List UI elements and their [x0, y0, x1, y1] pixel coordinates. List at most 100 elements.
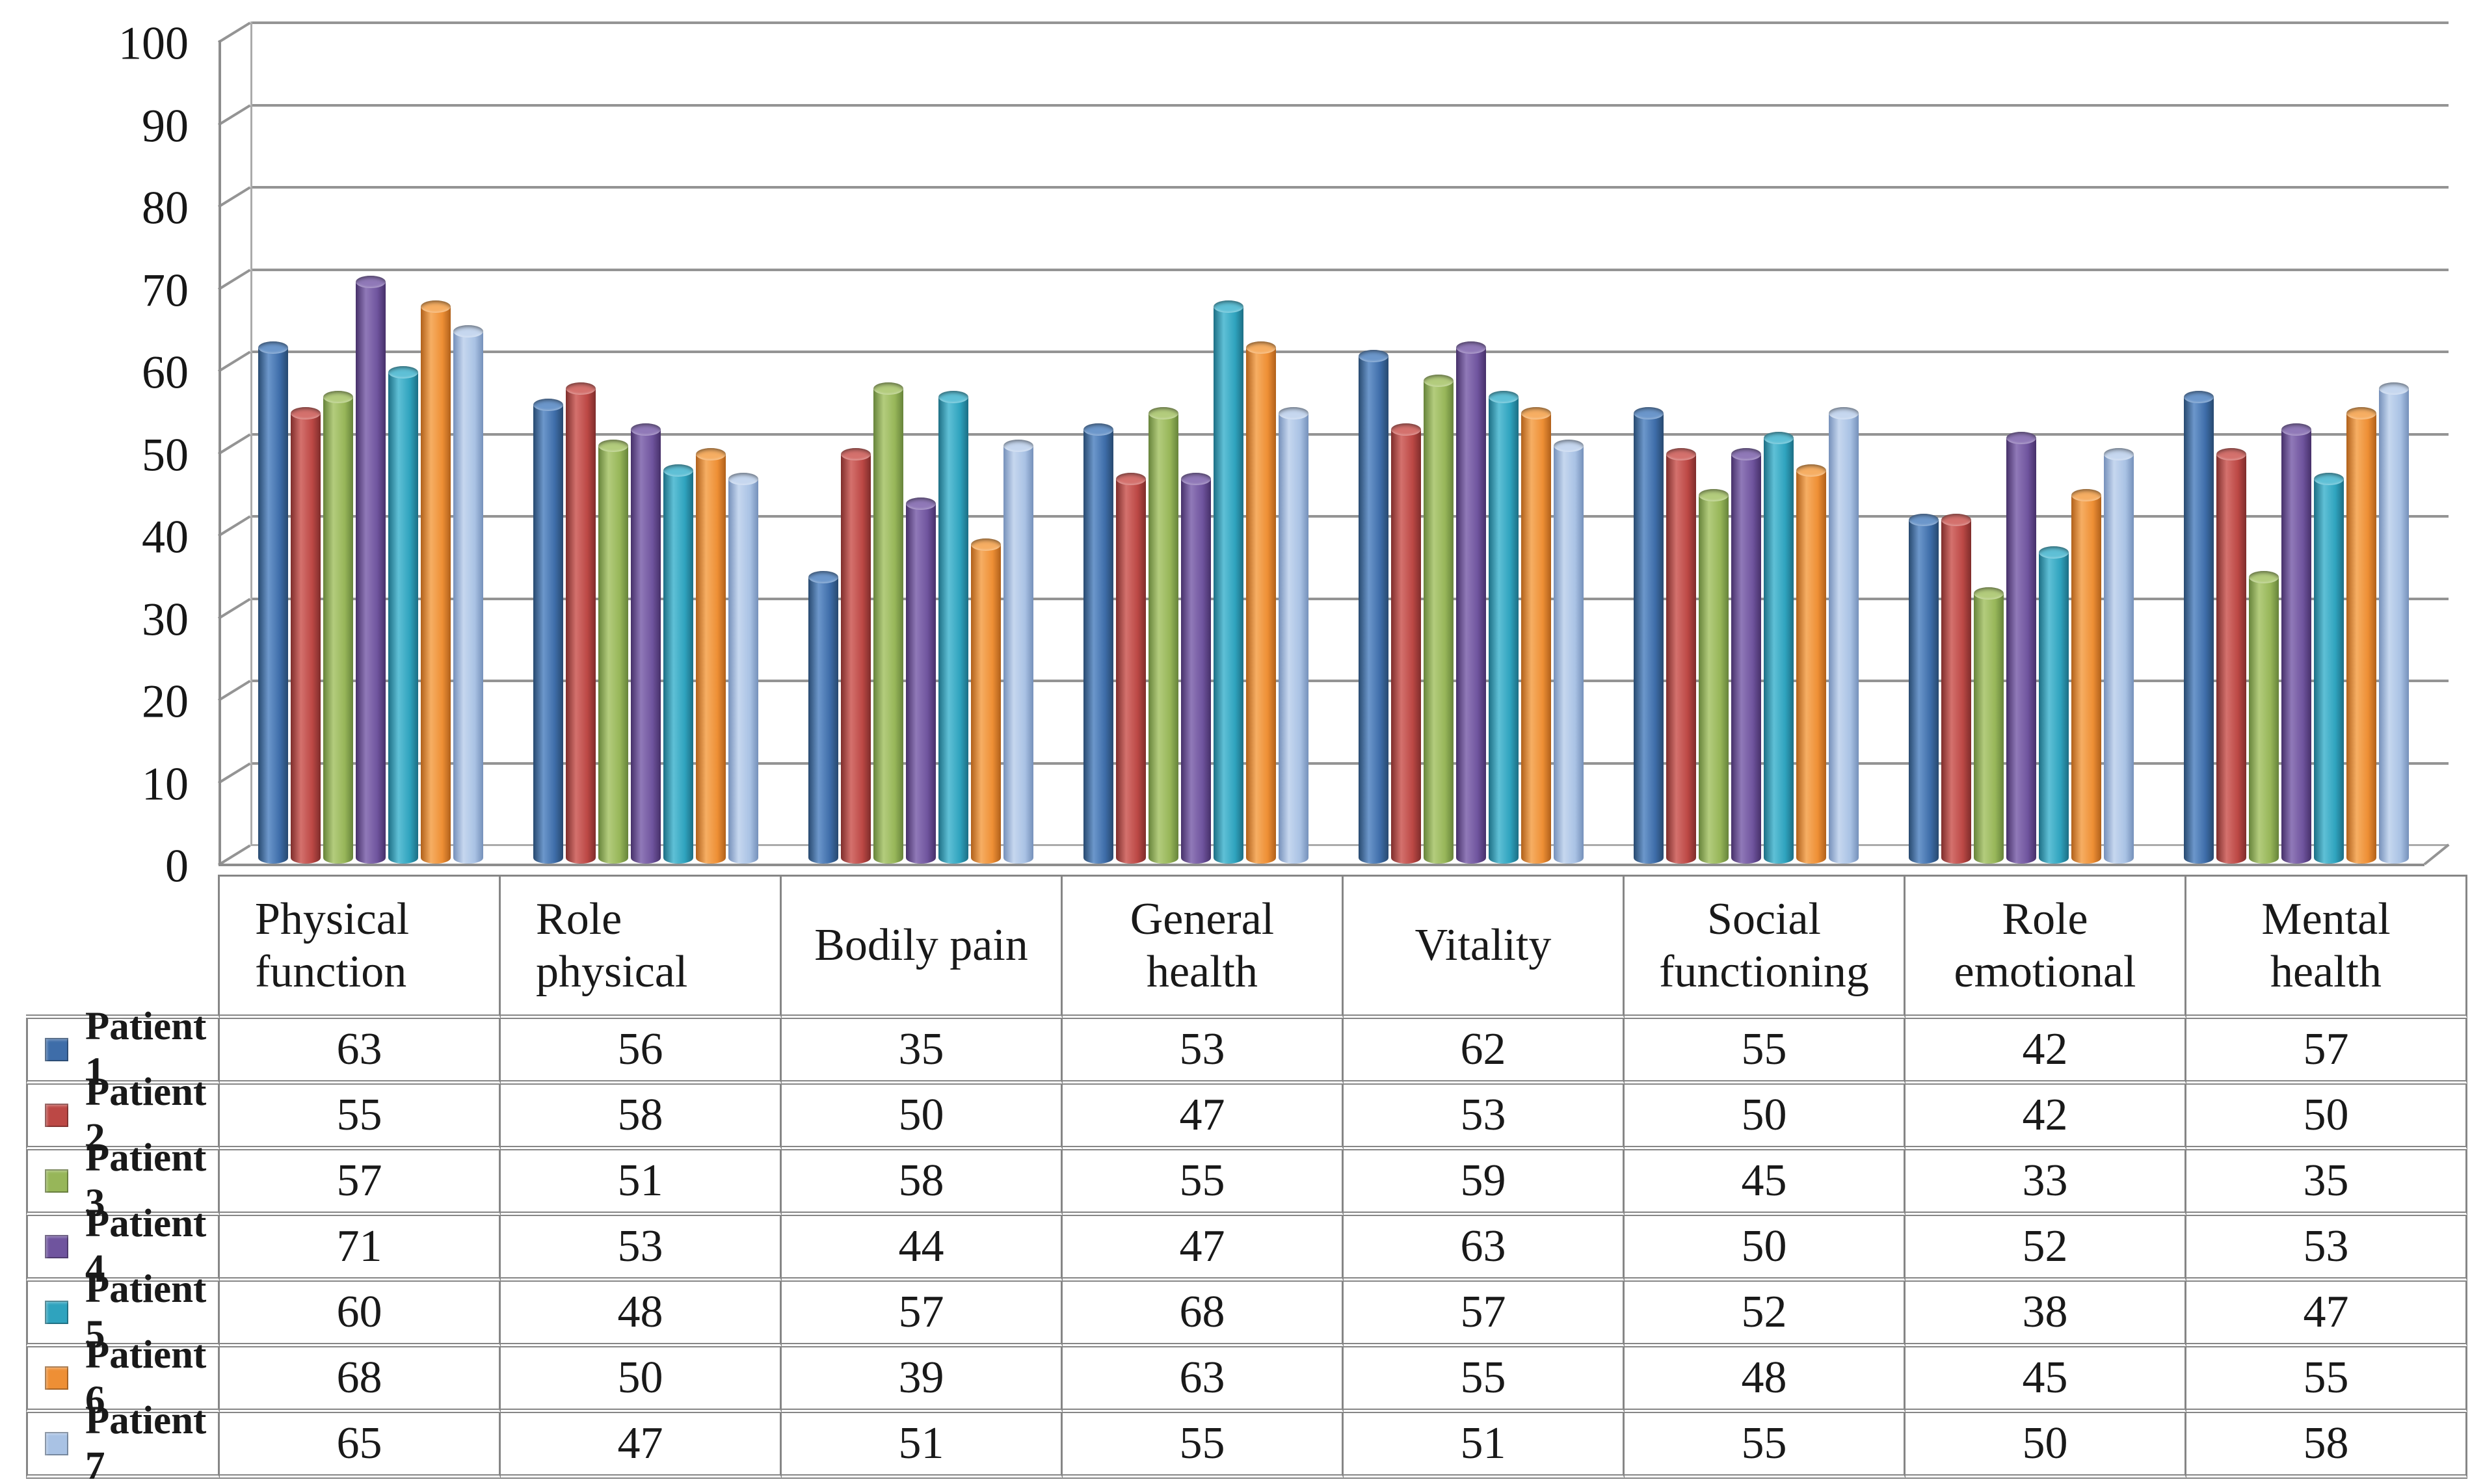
gridline: [250, 21, 2449, 24]
category-header-cell: Social functioning: [1625, 875, 1906, 1019]
value-cell: 47: [1063, 1216, 1344, 1282]
bar: [631, 423, 661, 864]
value-cell: 45: [1625, 1150, 1906, 1216]
bar-cap-icon: [696, 448, 726, 460]
bar: [1829, 407, 1859, 864]
bar-cap-icon: [323, 391, 353, 403]
bar-cap-icon: [1149, 407, 1178, 419]
bar-cap-icon: [1731, 448, 1761, 460]
value-cell: 44: [782, 1216, 1063, 1282]
bar: [1083, 423, 1113, 864]
bar-cap-icon: [2346, 407, 2376, 419]
bar: [1359, 350, 1388, 864]
data-table: Physical function Role physical Bodily pai…: [26, 875, 2467, 1484]
bar: [1391, 423, 1421, 864]
bar-cap-icon: [1764, 432, 1794, 444]
value-cell: 60: [220, 1282, 501, 1347]
bar-cap-icon: [1279, 407, 1308, 419]
y-axis-label: 0: [165, 840, 189, 892]
value-cell: 35: [782, 1019, 1063, 1085]
bar-cap-icon: [1634, 407, 1664, 419]
value-cell: 57: [782, 1282, 1063, 1347]
value-cell: 50: [2186, 1085, 2467, 1150]
bar: [2184, 391, 2214, 864]
bar: [696, 448, 726, 864]
value-cell: 55: [1625, 1019, 1906, 1085]
bar-cap-icon: [873, 382, 903, 395]
y-axis-label: 60: [142, 346, 189, 399]
value-cell: 53: [1344, 1085, 1625, 1150]
value-cell: 48: [501, 1282, 782, 1347]
y-axis-label: 10: [142, 758, 189, 810]
value-cell: 58: [782, 1150, 1063, 1216]
legend-cell: Patient 4: [26, 1202, 220, 1291]
value-cell: 55: [1063, 1413, 1344, 1479]
bar-cap-icon: [2006, 432, 2036, 444]
category-header-cell: General health: [1063, 875, 1344, 1019]
bar: [421, 300, 451, 864]
value-cell: 55: [1063, 1150, 1344, 1216]
bar: [1974, 587, 2004, 864]
table-corner-cell: [26, 875, 220, 1019]
value-cell: 50: [501, 1347, 782, 1413]
y-axis-label: 30: [142, 593, 189, 645]
bar-cap-icon: [1181, 473, 1211, 485]
legend-swatch-icon: [45, 1104, 68, 1127]
bar: [1796, 464, 1826, 864]
bar: [1424, 375, 1454, 864]
value-cell: 65: [220, 1413, 501, 1479]
bar-cap-icon: [631, 423, 661, 436]
y-axis-label: 100: [118, 17, 189, 70]
bar-cap-icon: [258, 341, 288, 354]
value-cell: 63: [1063, 1347, 1344, 1413]
y-axis-label: 90: [142, 99, 189, 152]
bar: [1699, 489, 1729, 864]
value-cell: 48: [1625, 1347, 1906, 1413]
axis-tick-3d: [217, 186, 251, 208]
bar-cap-icon: [841, 448, 871, 460]
legend-cell: Patient 1: [26, 1005, 220, 1094]
bar: [971, 538, 1001, 864]
bar: [258, 341, 288, 864]
bar: [2039, 546, 2069, 864]
patient-name: Patient 5: [85, 1267, 207, 1357]
value-cell: 59: [1344, 1150, 1625, 1216]
bar-cap-icon: [566, 382, 596, 395]
bar: [906, 497, 936, 864]
gridline: [250, 515, 2449, 518]
bar-cap-icon: [1456, 341, 1486, 354]
bar: [2249, 571, 2279, 864]
value-cell: 63: [220, 1019, 501, 1085]
value-cell: 55: [2186, 1347, 2467, 1413]
gridline: [250, 351, 2449, 353]
value-cell: 57: [2186, 1019, 2467, 1085]
value-cell: 62: [1344, 1019, 1625, 1085]
bar: [873, 382, 903, 864]
bar: [453, 325, 483, 864]
bar: [2071, 489, 2101, 864]
bar-cap-icon: [2314, 473, 2344, 485]
bar-cap-icon: [906, 497, 936, 510]
bar: [291, 407, 321, 864]
bar-cap-icon: [1829, 407, 1859, 419]
bar-cap-icon: [728, 473, 758, 485]
bar-cap-icon: [1521, 407, 1551, 419]
legend-swatch-icon: [45, 1235, 68, 1258]
category-header-cell: Bodily pain: [782, 875, 1063, 1019]
bar: [598, 440, 628, 864]
value-cell: 53: [501, 1216, 782, 1282]
bar: [1116, 473, 1146, 864]
gridline: [250, 432, 2449, 436]
bar-cap-icon: [2071, 489, 2101, 501]
bar-cap-icon: [2039, 546, 2069, 559]
bar-cap-icon: [291, 407, 321, 419]
bar: [356, 276, 386, 864]
value-cell: 53: [2186, 1216, 2467, 1282]
value-cell: 47: [501, 1413, 782, 1479]
legend-swatch-icon: [45, 1038, 68, 1061]
y-axis-label: 50: [142, 429, 189, 481]
bar: [1941, 514, 1971, 864]
value-cell: 52: [1906, 1216, 2186, 1282]
value-cell: 56: [501, 1019, 782, 1085]
bar-cap-icon: [1424, 375, 1454, 387]
